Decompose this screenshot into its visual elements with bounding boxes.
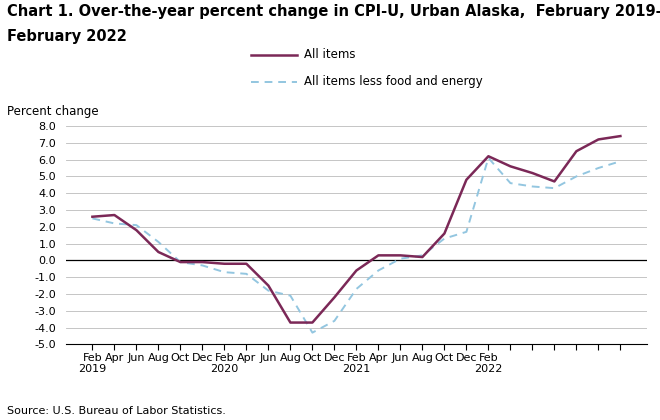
All items less food and energy	[242, 271, 250, 276]
All items less food and energy	[418, 253, 426, 258]
All items less food and energy	[176, 260, 184, 265]
All items	[484, 154, 492, 159]
All items	[418, 255, 426, 260]
All items	[595, 137, 603, 142]
All items	[374, 253, 382, 258]
All items less food and energy	[133, 223, 141, 228]
All items less food and energy	[265, 288, 273, 293]
All items less food and energy	[550, 186, 558, 191]
All items	[242, 261, 250, 266]
Line: All items: All items	[92, 136, 620, 323]
All items less food and energy	[463, 229, 471, 234]
All items	[265, 283, 273, 288]
All items	[506, 164, 514, 169]
All items less food and energy	[154, 239, 162, 244]
All items less food and energy	[110, 221, 118, 226]
All items	[286, 320, 294, 325]
All items less food and energy	[595, 165, 603, 171]
All items less food and energy	[484, 155, 492, 160]
All items less food and energy	[572, 174, 580, 179]
Text: All items: All items	[304, 48, 355, 61]
All items	[308, 320, 316, 325]
Line: All items less food and energy: All items less food and energy	[92, 158, 620, 333]
All items less food and energy	[286, 293, 294, 298]
All items less food and energy	[440, 236, 448, 241]
All items	[133, 228, 141, 233]
All items	[550, 179, 558, 184]
All items less food and energy	[331, 318, 339, 323]
All items	[176, 260, 184, 265]
Text: Chart 1. Over-the-year percent change in CPI-U, Urban Alaska,  February 2019–: Chart 1. Over-the-year percent change in…	[7, 4, 660, 19]
All items less food and energy	[88, 216, 96, 221]
All items	[88, 214, 96, 219]
All items	[220, 261, 228, 266]
All items less food and energy	[616, 159, 624, 164]
All items less food and energy	[397, 256, 405, 261]
All items	[440, 231, 448, 236]
All items	[154, 249, 162, 255]
Text: Percent change: Percent change	[7, 105, 98, 118]
All items less food and energy	[199, 263, 207, 268]
All items less food and energy	[374, 268, 382, 273]
All items	[352, 268, 360, 273]
All items	[529, 171, 537, 176]
All items less food and energy	[308, 330, 316, 335]
All items less food and energy	[352, 286, 360, 291]
Text: All items less food and energy: All items less food and energy	[304, 76, 482, 88]
All items	[110, 213, 118, 218]
All items less food and energy	[506, 181, 514, 186]
All items less food and energy	[220, 270, 228, 275]
All items less food and energy	[529, 184, 537, 189]
All items	[616, 134, 624, 139]
Text: February 2022: February 2022	[7, 29, 127, 45]
All items	[463, 177, 471, 182]
All items	[397, 253, 405, 258]
All items	[331, 295, 339, 300]
All items	[199, 260, 207, 265]
All items	[572, 149, 580, 154]
Text: Source: U.S. Bureau of Labor Statistics.: Source: U.S. Bureau of Labor Statistics.	[7, 406, 226, 416]
